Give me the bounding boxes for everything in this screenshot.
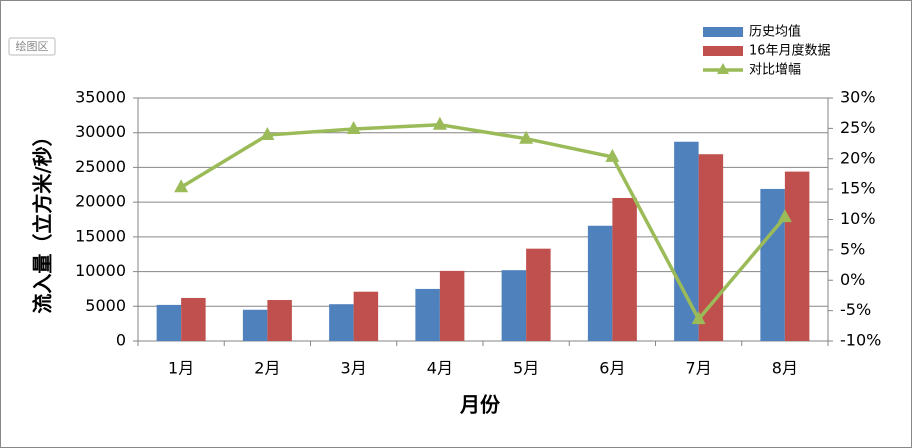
bar bbox=[181, 297, 206, 341]
y-tick-label: 20000 bbox=[75, 192, 126, 211]
marker bbox=[346, 120, 361, 134]
legend-swatch bbox=[703, 46, 743, 56]
marker bbox=[260, 127, 275, 141]
y-axis-title: 流入量（立方米/秒） bbox=[31, 126, 55, 313]
bar bbox=[353, 291, 379, 341]
plot-area-tooltip: 绘图区 bbox=[16, 39, 49, 53]
x-tick-label: 1月 bbox=[168, 359, 194, 378]
marker bbox=[432, 116, 447, 130]
x-tick-label: 5月 bbox=[513, 359, 539, 378]
y-tick-label: 30000 bbox=[75, 122, 126, 141]
y-tick-label: 15000 bbox=[75, 226, 126, 245]
y2-tick-label: 30% bbox=[840, 88, 876, 107]
x-tick-label: 2月 bbox=[254, 359, 280, 378]
y2-tick-label: 25% bbox=[840, 118, 876, 137]
marker bbox=[777, 209, 792, 223]
y2-tick-label: 5% bbox=[840, 239, 865, 258]
legend-label: 对比增幅 bbox=[749, 63, 801, 78]
bar bbox=[156, 304, 182, 341]
marker bbox=[605, 148, 620, 162]
bar bbox=[784, 171, 810, 341]
y-tick-label: 10000 bbox=[75, 261, 126, 280]
y-tick-label: 0 bbox=[116, 331, 126, 350]
bar bbox=[612, 197, 637, 341]
legend-label: 历史均值 bbox=[749, 24, 801, 40]
bar bbox=[415, 288, 440, 341]
y-tick-label: 25000 bbox=[75, 157, 126, 176]
x-tick-label: 4月 bbox=[427, 359, 453, 378]
x-tick-label: 8月 bbox=[772, 359, 798, 378]
x-tick-label: 6月 bbox=[599, 359, 625, 378]
y-tick-label: 35000 bbox=[75, 88, 126, 107]
bar bbox=[760, 188, 785, 341]
y2-tick-label: 20% bbox=[840, 148, 876, 167]
y-tick-label: 5000 bbox=[85, 296, 126, 315]
legend-swatch bbox=[703, 27, 743, 37]
bar bbox=[439, 270, 465, 341]
bar bbox=[501, 270, 527, 341]
y2-tick-label: -5% bbox=[840, 300, 871, 319]
legend-swatch bbox=[717, 63, 729, 74]
y2-tick-label: -10% bbox=[840, 331, 881, 350]
y2-tick-label: 0% bbox=[840, 270, 865, 289]
x-tick-label: 3月 bbox=[341, 359, 367, 378]
bar bbox=[242, 309, 268, 341]
bar bbox=[587, 225, 613, 341]
marker bbox=[519, 130, 534, 144]
marker bbox=[691, 311, 706, 325]
y2-tick-label: 15% bbox=[840, 179, 876, 198]
bar bbox=[526, 248, 551, 341]
y2-tick-label: 10% bbox=[840, 209, 876, 228]
legend-label: 16年月度数据 bbox=[749, 43, 831, 59]
tooltip-box bbox=[8, 37, 56, 56]
line bbox=[180, 122, 787, 323]
x-axis-title: 月份 bbox=[459, 393, 501, 417]
bar bbox=[698, 154, 724, 341]
marker bbox=[174, 179, 189, 193]
bar bbox=[267, 300, 292, 341]
x-tick-label: 7月 bbox=[686, 359, 712, 378]
bar bbox=[329, 304, 354, 341]
